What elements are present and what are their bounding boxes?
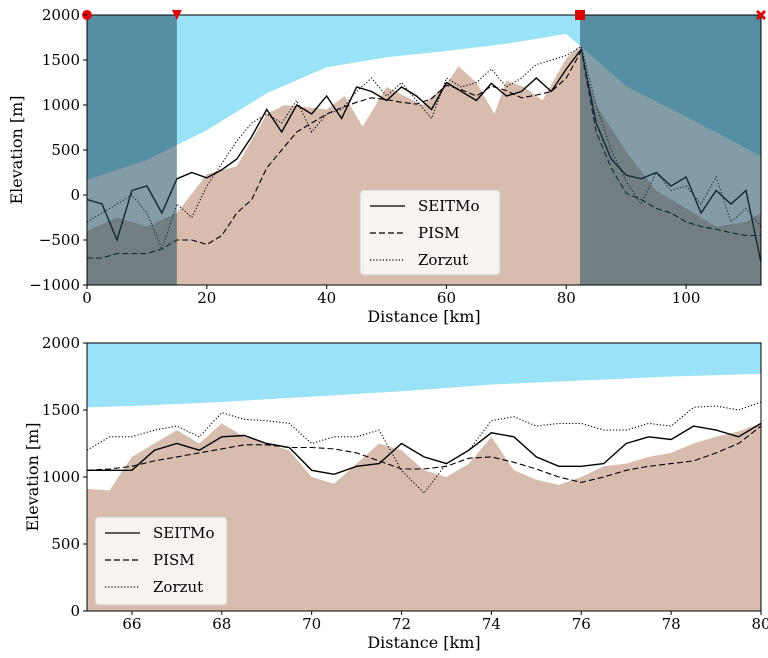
x-axis-label: Distance [km] (367, 633, 480, 652)
legend: SEITMo PISM Zorzut (359, 189, 501, 276)
x-tick-label: 80 (557, 289, 576, 307)
y-tick-label: 1500 (42, 401, 80, 419)
x-tick-label: 20 (197, 289, 216, 307)
x-tick-label: 60 (437, 289, 456, 307)
legend: SEITMo PISM Zorzut (94, 516, 228, 606)
shaded-region-0 (87, 15, 177, 285)
x-tick-label: 66 (122, 615, 141, 633)
x-tick-label: 80 (751, 615, 768, 633)
y-tick-label: 1500 (42, 51, 80, 69)
legend-label-zorzut: Zorzut (153, 578, 203, 596)
legend-label-pism: PISM (418, 224, 460, 242)
chart-bottom: 66 68 70 72 74 76 78 80 0 500 1000 1500 2000 Distance… (23, 334, 768, 652)
y-axis-label: Elevation [m] (23, 422, 42, 531)
marker-x (755, 9, 767, 21)
plot-area (87, 15, 761, 285)
y-tick-label: −500 (39, 231, 80, 249)
bedrock-fill (87, 423, 761, 611)
y-axis-label: Elevation [m] (7, 95, 26, 204)
y-tick-label: 2000 (42, 6, 80, 24)
y-tick-label: 500 (51, 535, 80, 553)
x-tick-label: 70 (302, 615, 321, 633)
x-axis-label: Distance [km] (367, 307, 480, 326)
x-tick-label: 78 (662, 615, 681, 633)
chart-top: 0 20 40 60 80 100 −1000 −500 0 500 1000 1500 2000 Dis… (7, 6, 767, 326)
legend-label-seitmo: SEITMo (418, 197, 480, 215)
y-tick-label: 1000 (42, 96, 80, 114)
series-line-seitmo (87, 422, 761, 476)
marker-triangle (171, 10, 182, 20)
y-tick-label: 2000 (42, 334, 80, 352)
legend-box (94, 516, 228, 606)
plot-area (87, 343, 761, 611)
y-tick-label: 1000 (42, 468, 80, 486)
y-tick-label: 0 (70, 602, 80, 620)
x-tick-label: 74 (482, 615, 501, 633)
legend-label-seitmo: SEITMo (153, 524, 215, 542)
y-tick-label: 500 (51, 141, 80, 159)
x-tick-label: 0 (82, 289, 92, 307)
legend-label-pism: PISM (153, 551, 195, 569)
y-tick-label: 0 (70, 186, 80, 204)
x-tick-label: 76 (572, 615, 591, 633)
marker-square (575, 10, 586, 20)
series-line-pism (87, 425, 761, 483)
x-tick-label: 40 (317, 289, 336, 307)
legend-label-zorzut: Zorzut (418, 251, 468, 269)
legend-box (359, 189, 501, 276)
x-tick-label: 100 (672, 289, 701, 307)
x-tick-label: 72 (392, 615, 411, 633)
x-tick-label: 68 (212, 615, 231, 633)
shaded-region-1 (580, 15, 761, 285)
y-tick-label: −1000 (29, 276, 80, 294)
